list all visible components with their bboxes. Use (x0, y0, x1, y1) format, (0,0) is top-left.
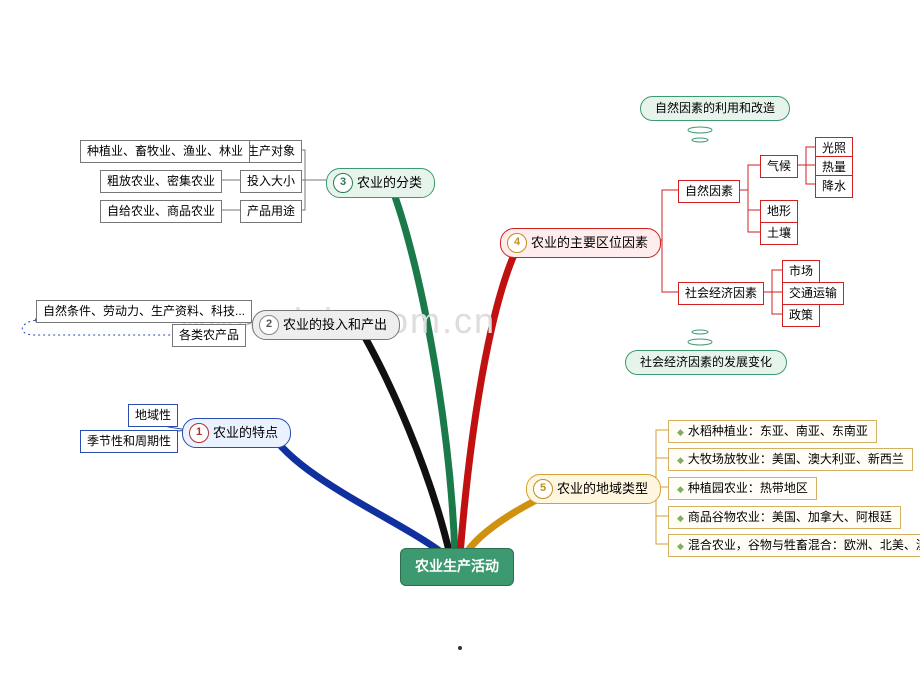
leaf-terrain: 地形 (760, 200, 798, 223)
leaf-outputs: 各类农产品 (172, 324, 246, 347)
note-natural: 自然因素的利用和改造 (640, 96, 790, 121)
sub-product-use: 产品用途 (240, 200, 302, 223)
branch2-label: 农业的投入和产出 (283, 316, 387, 334)
detail-size: 粗放农业、密集农业 (100, 170, 222, 193)
item-plantation: 种植园农业：热带地区 (668, 477, 817, 500)
leaf-soil: 土壤 (760, 222, 798, 245)
item-ranch: 大牧场放牧业：美国、澳大利亚、新西兰 (668, 448, 913, 471)
branch3-label: 农业的分类 (357, 174, 422, 192)
detail-target: 种植业、畜牧业、渔业、林业 (80, 140, 250, 163)
leaf-inputs: 自然条件、劳动力、生产资料、科技... (36, 300, 252, 323)
branch-io: 2 农业的投入和产出 (252, 310, 400, 340)
leaf-transport: 交通运输 (782, 282, 844, 305)
branch1-label: 农业的特点 (213, 424, 278, 442)
badge-1: 1 (189, 423, 209, 443)
leaf-seasonal: 季节性和周期性 (80, 430, 178, 453)
badge-4: 4 (507, 233, 527, 253)
badge-2: 2 (259, 315, 279, 335)
branch-classify: 3 农业的分类 (326, 168, 435, 198)
item-mixed: 混合农业，谷物与牲畜混合：欧洲、北美、澳大利亚 (668, 534, 920, 557)
leaf-climate: 气候 (760, 155, 798, 178)
item-rice: 水稻种植业：东亚、南亚、东南亚 (668, 420, 877, 443)
branch-location: 4 农业的主要区位因素 (500, 228, 661, 258)
leaf-policy: 政策 (782, 304, 820, 327)
group-social: 社会经济因素 (678, 282, 764, 305)
branch-regiontype: 5 农业的地域类型 (526, 474, 661, 504)
leaf-regional: 地域性 (128, 404, 178, 427)
branch5-label: 农业的地域类型 (557, 480, 648, 498)
leaf-market: 市场 (782, 260, 820, 283)
badge-5: 5 (533, 479, 553, 499)
root-label: 农业生产活动 (415, 558, 499, 574)
leaf-rain: 降水 (815, 175, 853, 198)
branch-features: 1 农业的特点 (182, 418, 291, 448)
item-grain: 商品谷物农业：美国、加拿大、阿根廷 (668, 506, 901, 529)
detail-use: 自给农业、商品农业 (100, 200, 222, 223)
group-natural: 自然因素 (678, 180, 740, 203)
sub-input-size: 投入大小 (240, 170, 302, 193)
page-dot (458, 646, 462, 650)
branch4-label: 农业的主要区位因素 (531, 234, 648, 252)
badge-3: 3 (333, 173, 353, 193)
root-node: 农业生产活动 (400, 548, 514, 586)
note-social: 社会经济因素的发展变化 (625, 350, 787, 375)
